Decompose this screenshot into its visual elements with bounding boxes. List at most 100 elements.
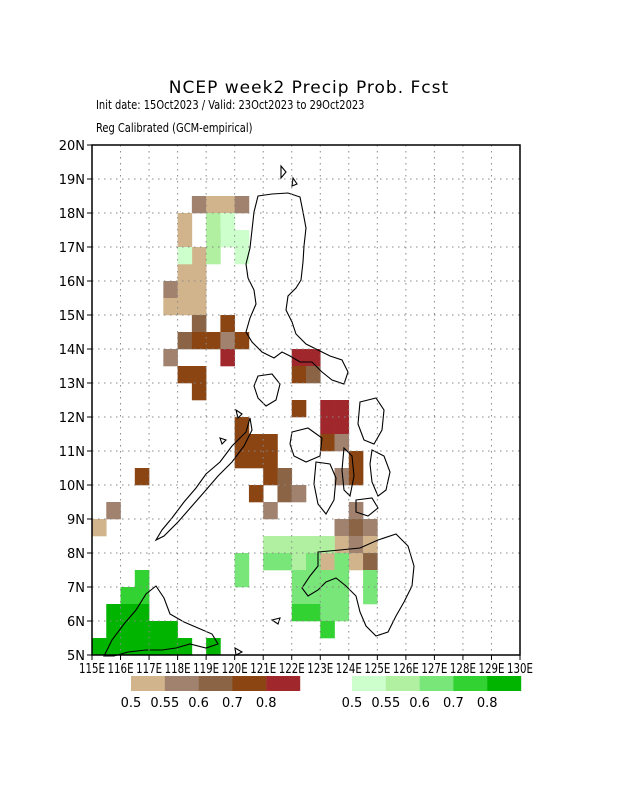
wet-legend-label: 0.55	[371, 696, 400, 711]
wet-prob-cell	[149, 638, 164, 656]
wet-prob-cell	[263, 553, 278, 571]
dry-prob-cell	[263, 502, 278, 520]
wet-prob-cell	[149, 621, 164, 639]
lon-label: 117E	[136, 662, 162, 677]
dry-prob-cell	[220, 349, 235, 367]
wet-prob-cell	[220, 230, 235, 248]
dry-prob-cell	[220, 332, 235, 350]
dry-prob-cell	[220, 315, 235, 333]
dry-prob-cell	[320, 400, 335, 418]
dry-prob-cell	[320, 553, 335, 571]
wet-prob-cell	[106, 621, 121, 639]
wet-legend-label: 0.6	[409, 696, 430, 711]
dry-legend-swatch	[266, 676, 301, 691]
lon-label: 122E	[279, 662, 305, 677]
wet-prob-cell	[291, 587, 307, 605]
latitude-labels: 20N 19N 18N 17N 16N 15N 14N 13N 12N 11N 10N 9N 8N 7N 6…	[59, 139, 85, 664]
dry-prob-cell	[191, 264, 207, 282]
wet-prob-cell	[277, 553, 293, 571]
wet-prob-cell	[306, 587, 321, 605]
lon-label: 116E	[108, 662, 134, 677]
dry-prob-cell	[191, 281, 207, 299]
lon-label: 130E	[507, 662, 533, 677]
wet-prob-cell	[334, 587, 350, 605]
dry-prob-cell	[191, 366, 207, 384]
wet-prob-cell	[206, 247, 221, 265]
dry-prob-cell	[291, 349, 307, 367]
dry-prob-cell	[234, 332, 250, 350]
wet-prob-cell	[334, 604, 350, 622]
dry-legend-label: 0.55	[150, 696, 179, 711]
lon-label: 119E	[193, 662, 219, 677]
dry-prob-cell	[234, 417, 250, 435]
wet-prob-cell	[106, 638, 121, 656]
dry-prob-cell	[263, 468, 278, 486]
wet-prob-cell	[320, 621, 335, 639]
axis-ticks	[87, 144, 521, 660]
wet-prob-cell	[134, 587, 150, 605]
wet-prob-cell	[177, 638, 193, 656]
lat-lon-gridlines	[92, 145, 520, 655]
lon-label: 120E	[222, 662, 248, 677]
dry-prob-cell	[234, 196, 250, 214]
map-subtitle-method: Reg Calibrated (GCM-empirical)	[96, 120, 253, 135]
wet-legend-swatch	[385, 676, 420, 691]
dry-legend-swatch	[131, 676, 165, 691]
lat-label: 5N	[67, 649, 85, 664]
lat-label: 17N	[59, 241, 85, 256]
lon-label: 129E	[478, 662, 504, 677]
dry-prob-cell	[177, 213, 193, 231]
dry-prob-cell	[291, 485, 307, 503]
dry-prob-cell	[348, 553, 364, 571]
dry-prob-cell	[177, 332, 193, 350]
wet-prob-cell	[120, 638, 136, 656]
map-subtitle-dates: Init date: 15Oct2023 / Valid: 23Oct2023 …	[96, 97, 365, 112]
dry-prob-cell	[177, 281, 193, 299]
lat-label: 18N	[59, 207, 85, 222]
wet-prob-cell	[177, 247, 193, 265]
wet-prob-cell	[320, 536, 335, 554]
wet-prob-cell	[320, 570, 335, 588]
dry-prob-cell	[191, 196, 207, 214]
dry-prob-cell	[134, 468, 150, 486]
dry-prob-cell	[334, 400, 350, 418]
wet-prob-cell	[134, 570, 150, 588]
lat-label: 12N	[59, 411, 85, 426]
wet-prob-cell	[120, 621, 136, 639]
wet-prob-cell	[306, 553, 321, 571]
dry-prob-cell	[348, 451, 364, 469]
dry-prob-cell	[177, 264, 193, 282]
wet-prob-cell	[106, 604, 121, 622]
dry-prob-cell	[220, 196, 235, 214]
dry-legend-label: 0.7	[222, 696, 243, 711]
lat-label: 10N	[59, 479, 85, 494]
wet-prob-cell	[320, 604, 335, 622]
wet-prob-cell	[206, 230, 221, 248]
wet-prob-cell	[306, 536, 321, 554]
dry-prob-cell	[92, 519, 107, 537]
dry-prob-cell	[177, 298, 193, 316]
dry-prob-cell	[334, 519, 350, 537]
wet-prob-cell	[334, 553, 350, 571]
wet-legend-swatch	[453, 676, 488, 691]
dry-prob-cell	[348, 519, 364, 537]
lon-label: 118E	[165, 662, 191, 677]
lat-label: 13N	[59, 377, 85, 392]
lat-label: 14N	[59, 343, 85, 358]
wet-legend-label: 0.7	[443, 696, 464, 711]
dry-prob-cell	[191, 332, 207, 350]
dry-prob-cell	[334, 434, 350, 452]
wet-prob-cell	[291, 570, 307, 588]
wet-prob-cell	[234, 553, 250, 571]
lon-label: 121E	[250, 662, 276, 677]
dry-prob-cell	[348, 468, 364, 486]
wet-prob-cell	[134, 604, 150, 622]
dry-prob-cell	[163, 281, 178, 299]
wet-prob-cell	[291, 536, 307, 554]
wet-prob-cell	[363, 570, 378, 588]
lon-label: 127E	[421, 662, 447, 677]
lat-label: 16N	[59, 275, 85, 290]
dry-prob-cell	[320, 417, 335, 435]
dry-prob-cell	[277, 468, 293, 486]
lat-label: 15N	[59, 309, 85, 324]
